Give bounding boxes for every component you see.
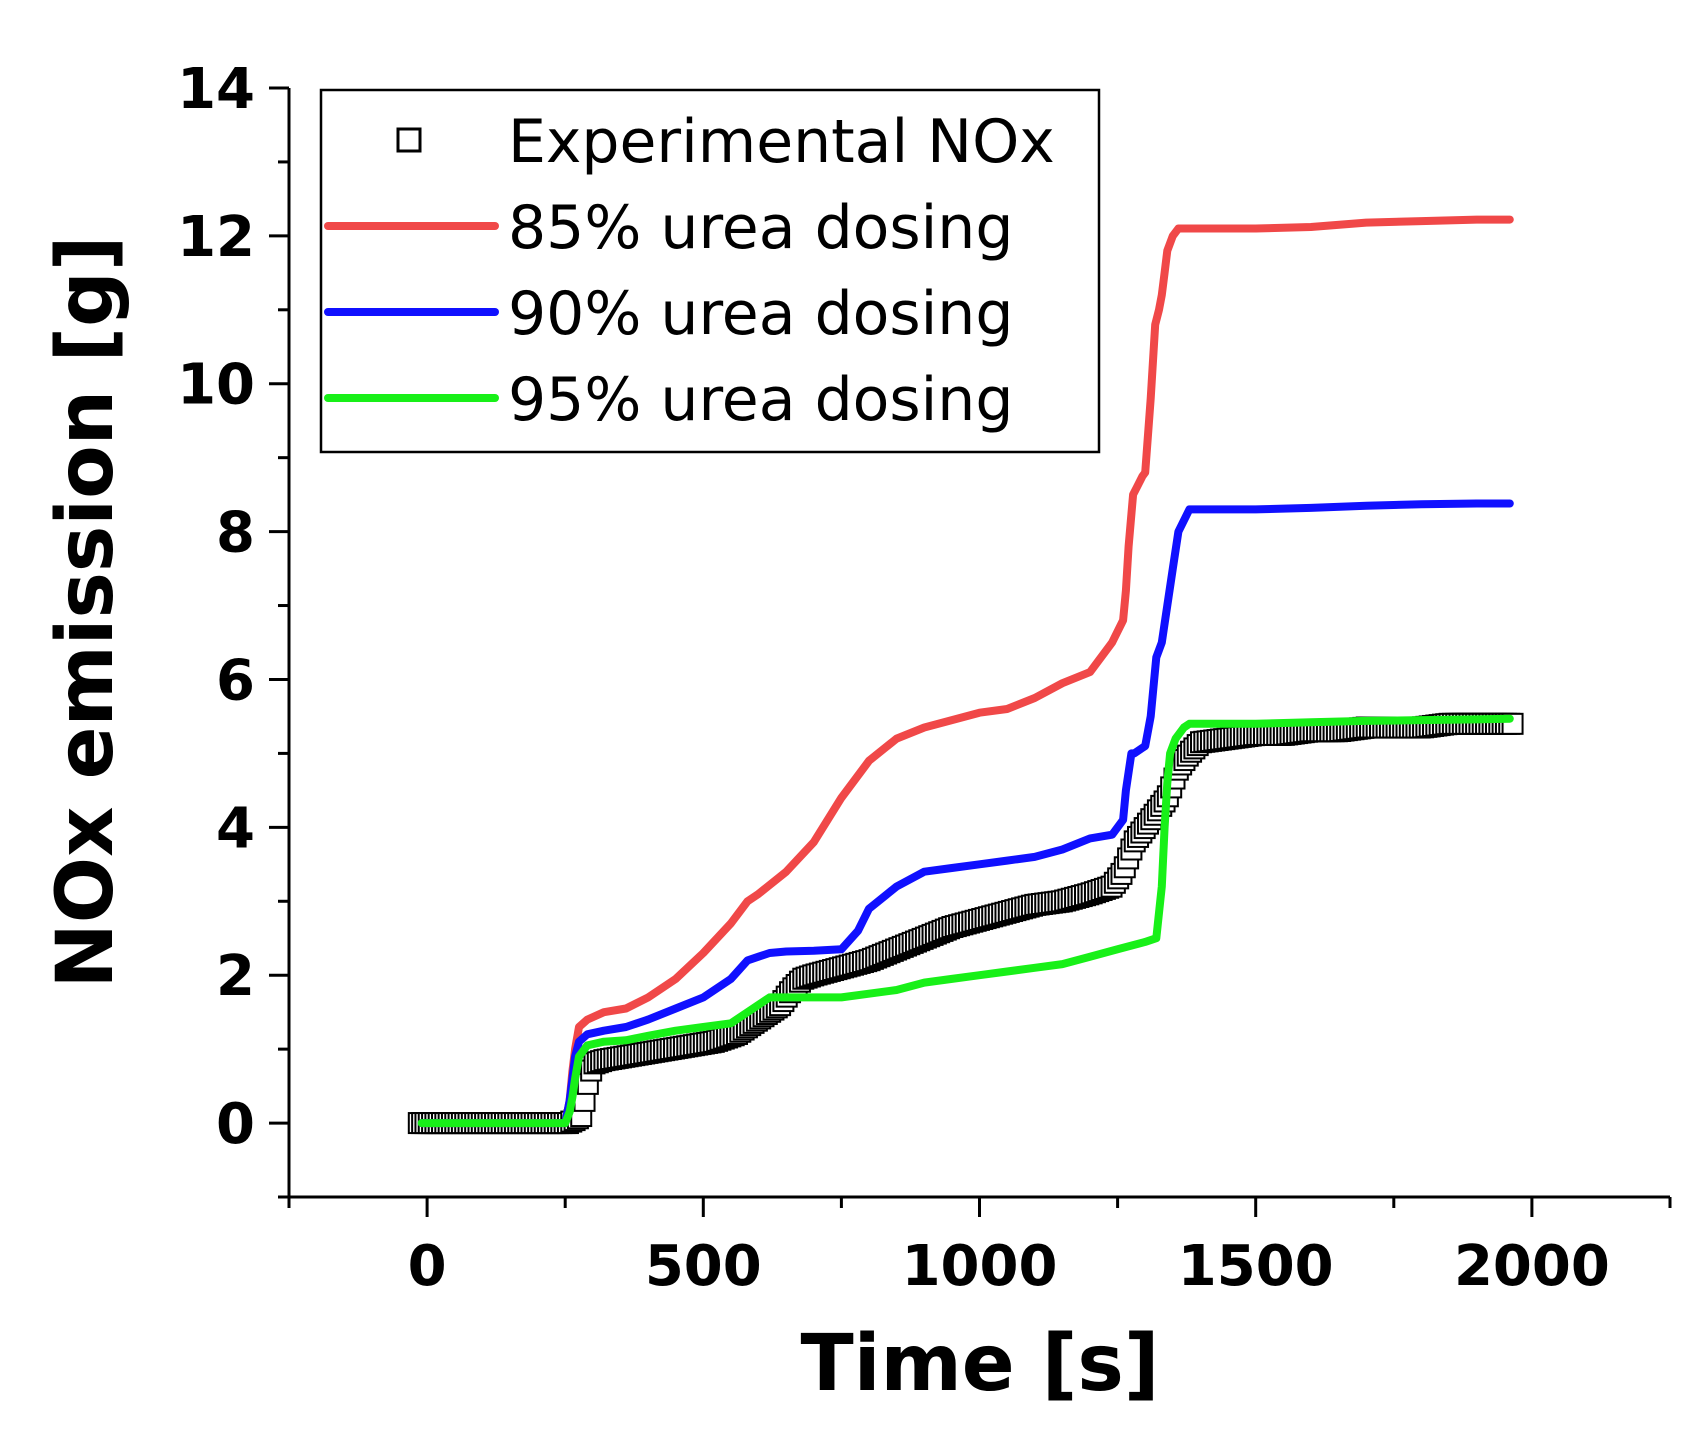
y-tick-label: 14	[177, 57, 255, 122]
axes: 0 2 4 6 8 10 12 14 0 500 1000 1500 2000	[177, 57, 1672, 1299]
x-tick-label: 500	[645, 1234, 762, 1299]
legend-marker-square-icon	[396, 127, 422, 153]
legend-box	[319, 88, 1101, 454]
y-tick-label: 4	[216, 796, 255, 861]
x-tick-label: 2000	[1454, 1234, 1610, 1299]
legend-label: 90% urea dosing	[508, 279, 1013, 349]
y-tick-label: 0	[216, 1092, 255, 1157]
y-tick-label: 10	[177, 353, 255, 418]
series-line	[417, 215, 1514, 1128]
legend: Experimental NOx 85% urea dosing 90% urea …	[319, 88, 1101, 454]
legend-label: 95% urea dosing	[508, 365, 1013, 435]
x-tick-label: 0	[408, 1234, 447, 1299]
series-3	[417, 714, 1514, 1128]
series-2	[417, 499, 1514, 1128]
series-1	[417, 215, 1514, 1128]
y-tick-label: 2	[216, 944, 255, 1009]
y-axis-title: NOx emission [g]	[41, 236, 131, 989]
x-tick-label: 1000	[902, 1234, 1058, 1299]
y-tick-label: 12	[177, 205, 255, 270]
y-tick-label: 6	[216, 648, 255, 713]
legend-label: 85% urea dosing	[508, 193, 1013, 263]
x-tick-label: 1500	[1178, 1234, 1334, 1299]
series-line	[417, 499, 1514, 1128]
y-tick-label: 8	[216, 501, 255, 566]
legend-label: Experimental NOx	[508, 107, 1055, 177]
x-axis-title: Time [s]	[801, 1319, 1160, 1409]
series-line	[417, 714, 1514, 1128]
plot-area	[407, 215, 1524, 1135]
